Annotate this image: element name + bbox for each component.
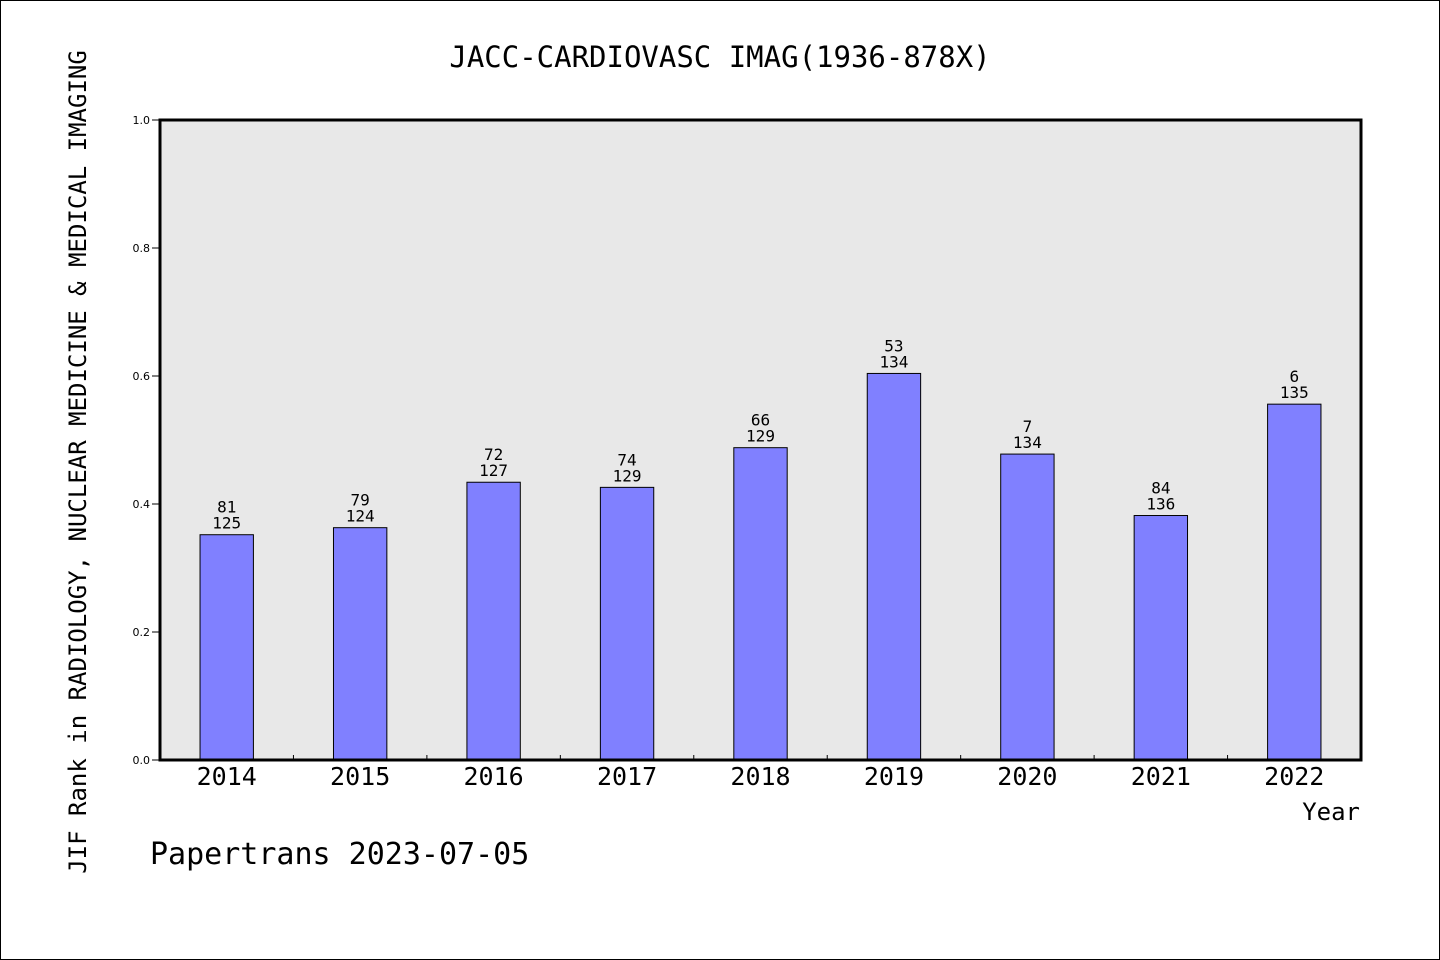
bar-2018	[733, 447, 788, 761]
rank-label-2014: 81	[217, 498, 236, 517]
y-tick-label-0.6: 0.6	[133, 370, 151, 383]
rank-label-2015: 79	[351, 491, 370, 510]
total-label-2018: 129	[746, 427, 775, 446]
x-axis-label: Year	[1302, 798, 1360, 826]
plot-border	[158, 118, 1363, 762]
y-tick-label-0.4: 0.4	[133, 498, 151, 511]
y-tick-label-1.0: 1.0	[133, 114, 151, 127]
bar-2017	[599, 486, 655, 761]
bar-2016	[466, 481, 521, 761]
total-label-2014: 125	[212, 514, 241, 533]
footer-credit: Papertrans 2023-07-05	[150, 837, 529, 872]
chart-title: JACC-CARDIOVASC IMAG(1936-878X)	[449, 40, 990, 74]
rank-label-2021: 84	[1151, 479, 1170, 498]
x-tick-label-2022: 2022	[1264, 762, 1324, 791]
x-tick-label-2020: 2020	[997, 762, 1057, 791]
bar-2022	[1267, 403, 1322, 761]
x-tick-label-2015: 2015	[330, 762, 390, 791]
bar-2015	[332, 527, 388, 761]
data-labels: 8112579124721277412966129531347134841366…	[212, 336, 1308, 532]
y-tick-label-0.8: 0.8	[133, 242, 151, 255]
total-label-2016: 127	[479, 461, 508, 480]
bar-2019	[866, 372, 922, 761]
total-label-2017: 129	[613, 466, 642, 485]
x-tick-label-2019: 2019	[864, 762, 924, 791]
x-tick-label-2016: 2016	[464, 762, 524, 791]
bar-2021	[1133, 515, 1189, 761]
x-tick-label-2018: 2018	[730, 762, 790, 791]
total-label-2022: 135	[1280, 383, 1309, 402]
total-label-2021: 136	[1146, 495, 1175, 514]
total-label-2020: 134	[1013, 433, 1042, 452]
x-axis: 2014 2015 2016 2017 2018 2019 2020 2021 2022	[197, 755, 1324, 791]
x-tick-label-2017: 2017	[597, 762, 657, 791]
rank-label-2016: 72	[484, 445, 503, 464]
rank-label-2022: 6	[1289, 367, 1299, 386]
rank-label-2018: 66	[751, 411, 770, 430]
y-tick-label-0.0: 0.0	[133, 754, 151, 767]
bars	[199, 372, 1322, 761]
x-tick-label-2021: 2021	[1131, 762, 1191, 791]
bar-2020	[1000, 453, 1055, 761]
x-tick-label-2014: 2014	[197, 762, 257, 791]
rank-label-2017: 74	[617, 450, 636, 469]
y-axis: 0.0 0.2 0.4 0.6 0.8 1.0	[133, 114, 160, 767]
rank-label-2020: 7	[1023, 417, 1033, 436]
rank-label-2019: 53	[884, 336, 903, 355]
bar-2014	[199, 534, 254, 761]
y-axis-label: JIF Rank in RADIOLOGY, NUCLEAR MEDICINE …	[64, 50, 92, 874]
total-label-2015: 124	[346, 507, 375, 526]
y-tick-label-0.2: 0.2	[133, 626, 151, 639]
total-label-2019: 134	[879, 352, 908, 371]
